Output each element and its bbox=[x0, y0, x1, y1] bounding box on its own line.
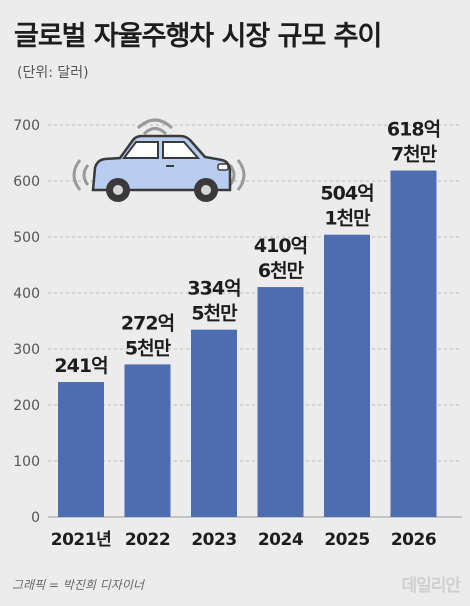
x-tick-label: 2023 bbox=[191, 530, 236, 550]
data-label: 5천만 bbox=[125, 337, 172, 359]
bar bbox=[124, 364, 171, 517]
y-tick-label: 100 bbox=[13, 454, 40, 470]
chart-title: 글로벌 자율주행차 시장 규모 추이 bbox=[14, 21, 382, 52]
logo-text: 데일리안 bbox=[401, 576, 461, 596]
data-label: 410억 bbox=[254, 235, 307, 257]
bar bbox=[58, 382, 104, 517]
y-tick-label: 0 bbox=[31, 510, 40, 526]
x-tick-label: 2021년 bbox=[51, 530, 111, 550]
data-label: 241억 bbox=[54, 355, 107, 377]
labels-layer: 241억 2021년 272억 5천만 2022 334억 5천만 2023 410억 6천만 20… bbox=[51, 119, 441, 550]
data-label: 7천만 bbox=[391, 144, 438, 166]
x-tick-label: 2026 bbox=[391, 530, 436, 550]
bars-layer bbox=[58, 170, 437, 518]
bar bbox=[191, 329, 237, 517]
car-icon bbox=[72, 118, 246, 202]
unit-label: (단위: 달러) bbox=[17, 65, 89, 81]
bar bbox=[390, 170, 437, 517]
data-label: 504억 bbox=[320, 183, 373, 205]
data-label: 334억 bbox=[187, 278, 240, 300]
y-tick-label: 500 bbox=[13, 230, 40, 246]
data-label: 618억 bbox=[387, 119, 440, 141]
y-tick-label: 300 bbox=[13, 342, 40, 358]
bar bbox=[324, 234, 370, 518]
x-tick-label: 2025 bbox=[324, 530, 369, 550]
y-tick-label: 400 bbox=[13, 286, 40, 302]
bar bbox=[257, 287, 304, 517]
y-tick-label: 600 bbox=[13, 174, 40, 190]
data-label: 5천만 bbox=[191, 303, 238, 325]
y-tick-label: 200 bbox=[13, 398, 40, 414]
x-tick-label: 2024 bbox=[258, 530, 304, 550]
y-tick-label: 700 bbox=[13, 118, 40, 134]
data-label: 272억 bbox=[121, 312, 174, 334]
data-label: 1천만 bbox=[324, 208, 371, 230]
credit-text: 그래픽 = 박진희 디자이너 bbox=[12, 578, 144, 592]
x-tick-label: 2022 bbox=[125, 530, 170, 550]
data-label: 6천만 bbox=[258, 260, 305, 282]
